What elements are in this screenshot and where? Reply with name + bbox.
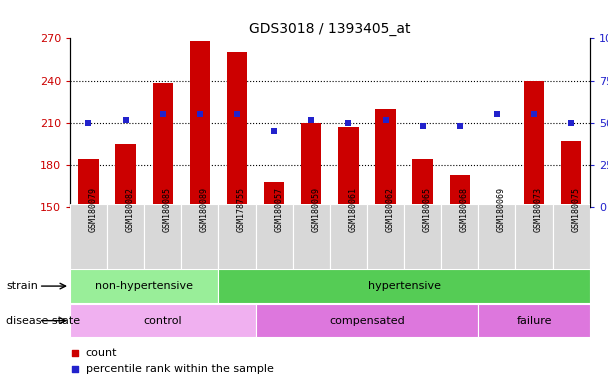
Bar (404, 204, 441, 276)
Point (84, 120, 94, 126)
Bar (292, 204, 330, 276)
Text: GSM180068: GSM180068 (460, 187, 469, 232)
Point (232, 111, 242, 118)
Bar (190, 41, 210, 207)
Point (158, 111, 168, 118)
Text: GSM178755: GSM178755 (237, 187, 246, 232)
Bar (255, 204, 292, 276)
Bar (441, 204, 478, 276)
Point (529, 111, 539, 118)
Text: GSM180069: GSM180069 (497, 187, 506, 232)
Point (381, 116, 390, 122)
Point (344, 120, 353, 126)
Text: non-hypertensive: non-hypertensive (95, 281, 193, 291)
Point (121, 116, 131, 122)
Point (195, 111, 205, 118)
Bar (70, 304, 255, 337)
Bar (449, 175, 470, 207)
Bar (338, 127, 359, 207)
Bar (478, 304, 590, 337)
Text: GSM180073: GSM180073 (534, 187, 543, 232)
Bar (330, 204, 367, 276)
Text: GSM180061: GSM180061 (348, 187, 358, 232)
Text: GSM180079: GSM180079 (89, 187, 97, 232)
Bar (412, 159, 433, 207)
Bar (524, 81, 544, 207)
Bar (553, 204, 590, 276)
Title: GDS3018 / 1393405_at: GDS3018 / 1393405_at (249, 22, 410, 36)
Bar (78, 159, 98, 207)
Point (418, 123, 427, 129)
Bar (107, 204, 144, 276)
Text: GSM180065: GSM180065 (423, 187, 432, 232)
Text: GSM180062: GSM180062 (385, 187, 395, 232)
Point (492, 111, 502, 118)
Bar (478, 204, 516, 276)
Text: GSM180059: GSM180059 (311, 187, 320, 232)
Bar (561, 141, 581, 207)
Point (71, 366, 80, 372)
Text: GSM180075: GSM180075 (571, 187, 580, 232)
Point (455, 123, 465, 129)
Point (71, 349, 80, 356)
Bar (70, 204, 107, 276)
Text: strain: strain (6, 281, 38, 291)
Point (269, 128, 279, 134)
Bar (301, 123, 322, 207)
Text: GSM180089: GSM180089 (200, 187, 209, 232)
Bar (144, 204, 181, 276)
Text: percentile rank within the sample: percentile rank within the sample (86, 364, 274, 374)
Bar (218, 270, 590, 303)
Bar (264, 182, 285, 207)
Bar (116, 144, 136, 207)
Bar (218, 204, 255, 276)
Bar (153, 83, 173, 207)
Bar (181, 204, 218, 276)
Bar (227, 53, 247, 207)
Bar (516, 204, 553, 276)
Text: hypertensive: hypertensive (368, 281, 441, 291)
Text: GSM180085: GSM180085 (163, 187, 171, 232)
Bar (375, 109, 396, 207)
Point (566, 120, 576, 126)
Text: compensated: compensated (329, 316, 405, 326)
Bar (255, 304, 478, 337)
Text: count: count (86, 348, 117, 358)
Point (306, 116, 316, 122)
Text: GSM180057: GSM180057 (274, 187, 283, 232)
Bar (367, 204, 404, 276)
Text: control: control (143, 316, 182, 326)
Bar (70, 270, 218, 303)
Text: failure: failure (516, 316, 552, 326)
Text: GSM180082: GSM180082 (126, 187, 134, 232)
Bar (487, 205, 507, 207)
Text: disease state: disease state (6, 316, 80, 326)
